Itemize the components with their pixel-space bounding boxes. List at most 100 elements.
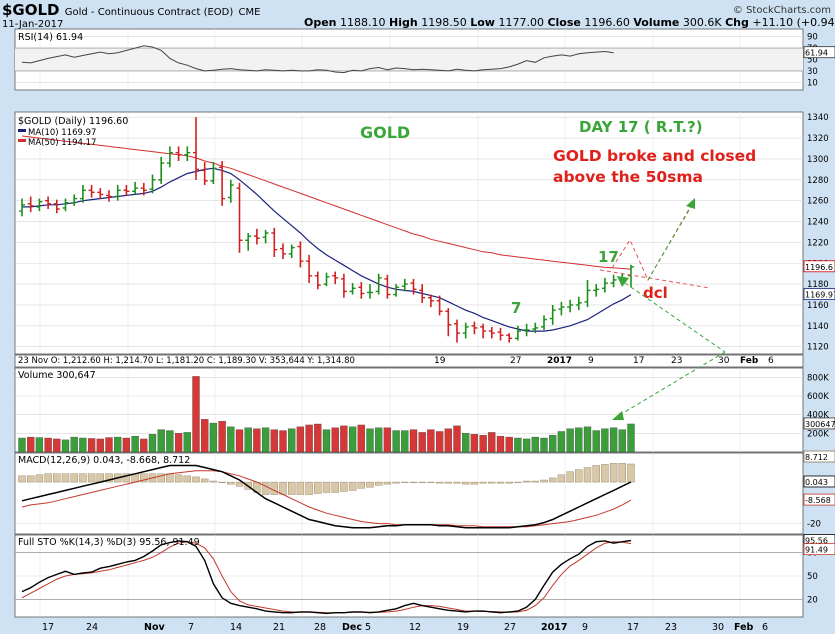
bottom-date-axis: 17 24 Nov 7 14 21 28 Dec 5 12 19 27 2017 9 17 23 30 Feb 6 xyxy=(42,622,768,633)
macd-histogram-bar xyxy=(470,481,479,485)
macd-histogram-bar xyxy=(261,481,270,495)
sto-d-tag: 91.49 xyxy=(805,546,828,555)
price-bar xyxy=(349,283,356,295)
macd-histogram-bar xyxy=(227,481,235,485)
macd-histogram-bar xyxy=(340,481,348,492)
date-axis-tick: 6 xyxy=(762,622,768,633)
volume-bar xyxy=(496,435,505,453)
price-panel-frame xyxy=(14,111,804,355)
macd-histogram-bar xyxy=(427,481,435,483)
volume-bar xyxy=(35,437,44,453)
date-axis-tick: 19 xyxy=(457,622,469,633)
macd-histogram-bar xyxy=(409,481,418,483)
volume-bar xyxy=(140,438,148,453)
ma50-swatch xyxy=(18,139,26,142)
rsi-tick-label: 30 xyxy=(807,67,818,77)
price-bar xyxy=(480,323,487,339)
date-axis-tick: 17 xyxy=(627,622,639,633)
macd-histogram-bar xyxy=(418,481,426,483)
macd-histogram-bar xyxy=(305,481,313,495)
volume-bar xyxy=(122,437,131,453)
macd-histogram-bar xyxy=(61,473,70,483)
macd-histogram-bar xyxy=(122,473,131,483)
price-bar xyxy=(419,284,426,303)
volume-value-tag: 300647 xyxy=(805,420,835,429)
volume-tick-label: 200K xyxy=(807,429,829,439)
macd-histogram-bar xyxy=(505,481,513,484)
volume-bar xyxy=(453,425,461,453)
price-bar xyxy=(193,117,199,180)
volume-bar xyxy=(79,437,87,453)
volume-tick-label: 800K xyxy=(807,373,829,383)
annotation-gold-title: GOLD xyxy=(360,123,410,142)
date-axis-tick: 24 xyxy=(86,622,98,633)
macd-panel: -20 MACD(12,26,9) 0.043, -8.668, 8.712 8.7… xyxy=(14,450,835,535)
volume-bar xyxy=(174,433,183,453)
annotation-comment-line2: above the 50sma xyxy=(553,168,703,186)
price-bar xyxy=(367,284,373,299)
volume-legend: Volume 300,647 xyxy=(18,370,96,381)
volume-bar xyxy=(105,437,113,453)
arrow-head-volume xyxy=(612,411,624,420)
price-bar xyxy=(306,254,313,284)
volume-bar xyxy=(183,432,191,453)
volume-value-tag-box xyxy=(803,417,835,430)
macd-histogram-bar xyxy=(375,481,383,486)
ma10-line xyxy=(22,167,632,332)
price-bar xyxy=(567,299,574,313)
price-bar xyxy=(323,272,330,287)
macd-histogram-bar xyxy=(44,473,52,483)
volume-value: 300.6K xyxy=(682,16,722,29)
rsi-line xyxy=(21,45,614,74)
volume-bar xyxy=(366,428,374,453)
price-bar xyxy=(358,282,365,299)
price-axis-tick: 30 xyxy=(718,356,730,366)
date-axis-tick: 23 xyxy=(665,622,677,633)
ohlc-summary: Open 1188.10 High 1198.50 Low 1177.00 Cl… xyxy=(304,16,835,29)
projection-green-up xyxy=(647,203,693,281)
macd-histogram-bar xyxy=(70,473,78,483)
price-bar xyxy=(19,198,25,217)
price-bar xyxy=(210,162,217,184)
volume-bar xyxy=(601,428,609,453)
price-legend: $GOLD (Daily) 1196.60 xyxy=(18,116,128,127)
date-axis-tick: 9 xyxy=(582,622,588,633)
date-axis-tick: 7 xyxy=(188,622,194,633)
volume-bar xyxy=(314,423,322,453)
volume-bar xyxy=(244,427,252,453)
price-bar xyxy=(253,228,260,245)
symbol-description: Gold - Continuous Contract (EOD) xyxy=(64,7,234,18)
date-axis-tick: Nov xyxy=(144,622,165,633)
rsi-tick-label: 10 xyxy=(807,78,818,88)
stochastic-panel: 805020Full STO %K(14,3) %D(3) 95.56, 91.… xyxy=(14,534,835,618)
volume-bar xyxy=(409,429,418,453)
exchange-label: CME xyxy=(238,7,261,18)
volume-tick-label: 400K xyxy=(807,411,829,421)
volume-bar xyxy=(322,429,331,453)
ma10-legend: MA(10) 1169.97 xyxy=(28,128,96,138)
ma10-value-tag-box xyxy=(803,288,835,300)
arrow-head-left xyxy=(617,276,629,287)
price-bar xyxy=(506,333,513,343)
macd-histogram-bar xyxy=(444,481,452,484)
macd-histogram-bar xyxy=(401,481,409,483)
price-bar xyxy=(488,326,495,339)
macd-histogram-bar xyxy=(392,481,400,484)
price-bar xyxy=(410,278,417,295)
rsi-tick-label: 50 xyxy=(807,56,818,66)
price-bar xyxy=(245,233,252,251)
macd-panel-frame xyxy=(14,452,804,535)
volume-bar xyxy=(557,431,566,453)
macd-histogram-bar xyxy=(627,463,635,483)
change-value: +11.10 (+0.94%) xyxy=(752,16,835,29)
price-axis-tick: 23 xyxy=(671,356,682,366)
volume-bar xyxy=(305,424,313,453)
price-tick-label: 1240 xyxy=(807,218,829,228)
sto-tick-label: 50 xyxy=(807,572,818,582)
macd-histogram-bar xyxy=(583,467,592,483)
volume-bar xyxy=(201,419,209,453)
macd-histogram-bar xyxy=(322,481,331,493)
volume-bar xyxy=(270,429,278,453)
volume-bar xyxy=(70,436,78,453)
price-bar xyxy=(114,185,121,201)
